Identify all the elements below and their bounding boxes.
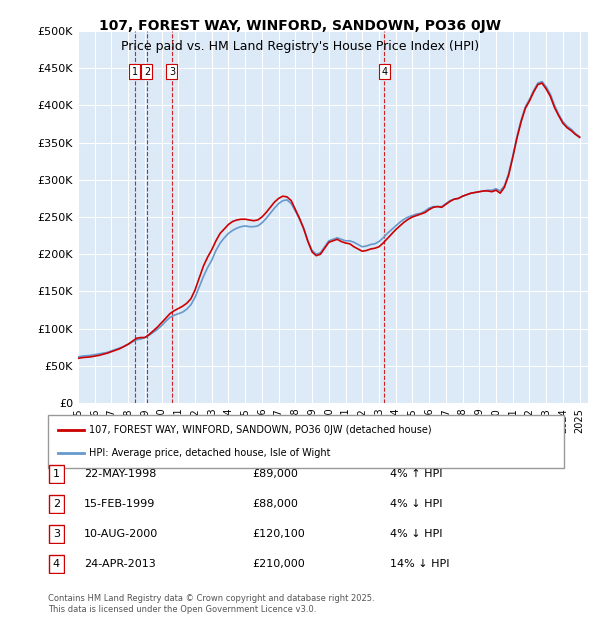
Text: 4% ↓ HPI: 4% ↓ HPI: [390, 529, 443, 539]
FancyBboxPatch shape: [49, 466, 64, 483]
Text: 107, FOREST WAY, WINFORD, SANDOWN, PO36 0JW: 107, FOREST WAY, WINFORD, SANDOWN, PO36 …: [99, 19, 501, 33]
Text: 4% ↑ HPI: 4% ↑ HPI: [390, 469, 443, 479]
Text: 3: 3: [53, 529, 60, 539]
Text: £120,100: £120,100: [252, 529, 305, 539]
FancyBboxPatch shape: [49, 555, 64, 572]
Text: 15-FEB-1999: 15-FEB-1999: [84, 499, 155, 509]
Text: 10-AUG-2000: 10-AUG-2000: [84, 529, 158, 539]
Text: 3: 3: [169, 67, 175, 77]
Text: 107, FOREST WAY, WINFORD, SANDOWN, PO36 0JW (detached house): 107, FOREST WAY, WINFORD, SANDOWN, PO36 …: [89, 425, 432, 435]
Text: 4: 4: [381, 67, 387, 77]
Text: 2: 2: [53, 499, 60, 509]
Text: £89,000: £89,000: [252, 469, 298, 479]
FancyBboxPatch shape: [49, 525, 64, 542]
Text: 2: 2: [144, 67, 150, 77]
Text: 1: 1: [53, 469, 60, 479]
Text: 14% ↓ HPI: 14% ↓ HPI: [390, 559, 449, 569]
FancyBboxPatch shape: [48, 415, 564, 468]
Text: 1: 1: [131, 67, 137, 77]
Text: £88,000: £88,000: [252, 499, 298, 509]
Text: 4% ↓ HPI: 4% ↓ HPI: [390, 499, 443, 509]
FancyBboxPatch shape: [49, 495, 64, 513]
Text: Price paid vs. HM Land Registry's House Price Index (HPI): Price paid vs. HM Land Registry's House …: [121, 40, 479, 53]
Text: £210,000: £210,000: [252, 559, 305, 569]
Text: 4: 4: [53, 559, 60, 569]
Text: Contains HM Land Registry data © Crown copyright and database right 2025.
This d: Contains HM Land Registry data © Crown c…: [48, 595, 374, 614]
Text: 22-MAY-1998: 22-MAY-1998: [84, 469, 157, 479]
Text: HPI: Average price, detached house, Isle of Wight: HPI: Average price, detached house, Isle…: [89, 448, 331, 458]
Text: 24-APR-2013: 24-APR-2013: [84, 559, 156, 569]
